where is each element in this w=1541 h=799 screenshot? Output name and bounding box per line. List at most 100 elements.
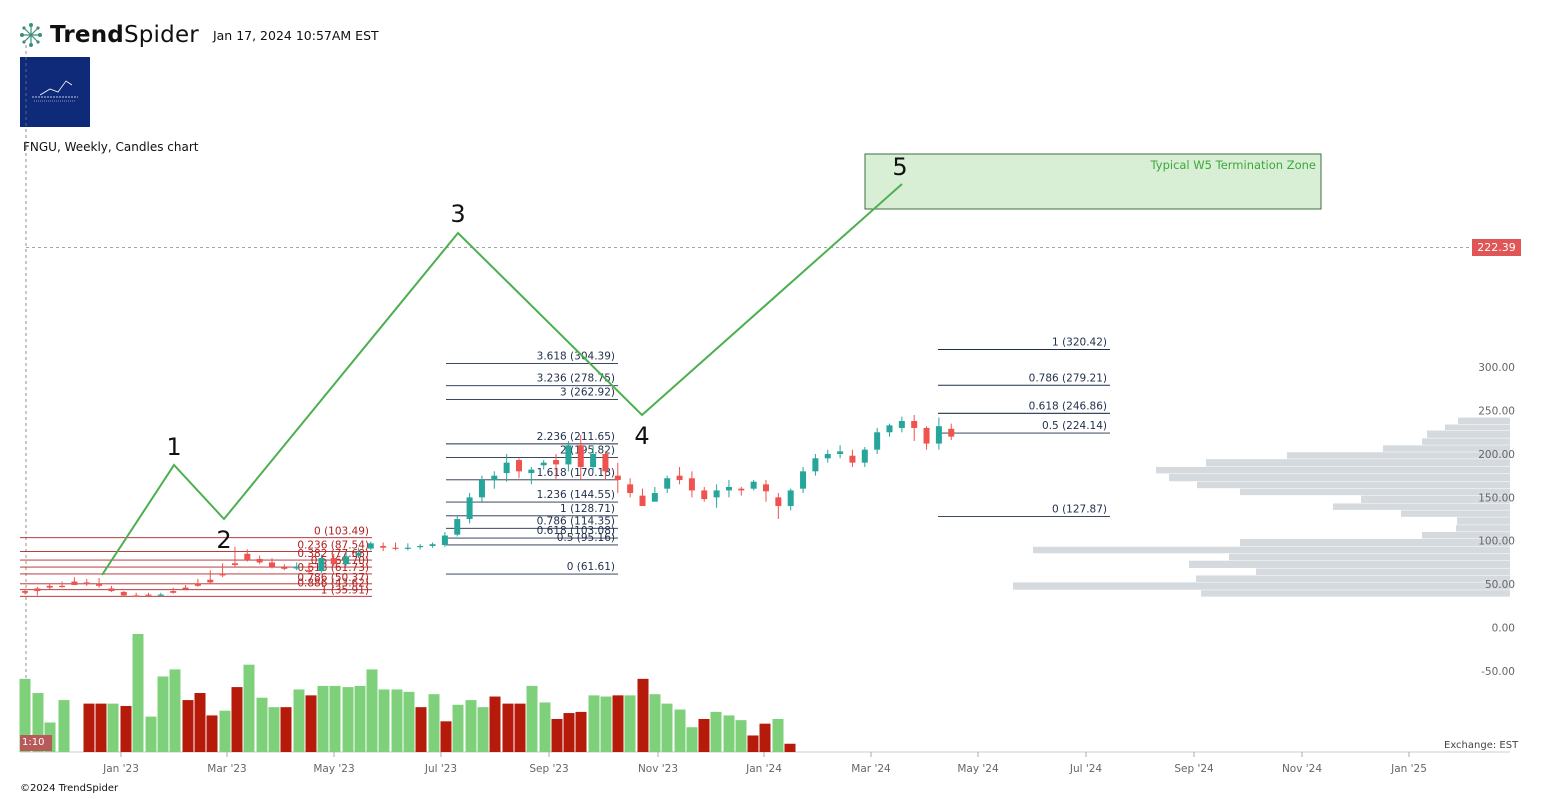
volume-bar [280,707,292,752]
fib-red-label: 0.886 (43.62) [297,578,369,590]
candle-body [948,428,955,437]
candle-body [170,591,177,593]
volume-bar [502,703,514,752]
volume-profile-bar [1333,503,1510,510]
volume-profile-bar [1156,466,1510,474]
candle-body [478,480,485,498]
candle-body [120,591,127,596]
volume-profile-bar [1401,510,1510,517]
candle-body [293,566,300,569]
candle-body [343,556,350,565]
fib-target-label: 0.618 (246.86) [1029,400,1107,412]
volume-bar [428,694,440,752]
volume-bar [243,664,255,752]
candle-body [194,583,201,586]
volume-profile-bar [1240,539,1510,547]
volume-bar [674,709,686,752]
candle-body [911,421,918,428]
wave-label-5: 5 [892,153,907,181]
candle-body [466,497,473,520]
volume-profile-bar [1422,438,1510,445]
volume-bar [600,696,612,752]
y-tick-label: 200.00 [1478,449,1515,461]
fib-extension-label: 3.236 (278.75) [537,373,615,385]
volume-bar [329,685,341,752]
x-tick-label: Jul '23 [424,763,457,775]
volume-bar [465,700,477,752]
x-tick-label: Sep '24 [1174,763,1214,775]
volume-bar [391,689,403,752]
x-tick-label: Mar '24 [851,763,891,775]
x-tick-label: Mar '23 [207,763,246,775]
wave-label-3: 3 [450,200,465,228]
candle-body [849,455,856,463]
fib-extension-label: 0 (61.61) [567,561,615,573]
x-tick-label: Nov '23 [638,763,678,775]
candle-body [713,490,720,498]
volume-profile-bar [1240,488,1510,496]
volume-bar [157,676,169,752]
volume-bar [95,703,107,752]
fib-target-label: 0 (127.87) [1052,504,1107,516]
x-tick-label: Sep '23 [529,763,568,775]
candle-body [874,432,881,450]
candle-body [775,497,782,507]
candle-body [133,595,140,597]
candle-body [256,558,263,563]
volume-bar [145,716,157,752]
candle-body [812,458,819,472]
volume-bar [624,695,636,752]
candle-body [380,545,387,548]
candle-body [664,478,671,489]
volume-bar [194,693,206,752]
candle-body [392,547,399,549]
volume-bar [637,678,649,752]
elliott-wave-path [101,183,903,576]
brand-name: TrendSpider [50,22,199,48]
volume-bar [514,703,526,752]
candle-body [207,579,214,583]
volume-profile-bar [1383,445,1510,452]
candle-body [306,570,313,572]
candle-body [614,475,621,481]
fib-extension-label: 1.236 (144.55) [537,489,615,501]
volume-bar [784,743,796,752]
candle-body [454,519,461,535]
fib-extension-label: 0.5 (95.16) [557,532,615,544]
candle-body [318,558,325,572]
timestamp: Jan 17, 2024 10:57AM EST [212,27,379,43]
candle-body [800,471,807,489]
candle-body [923,427,930,444]
volume-profile-bar [1189,560,1510,569]
fib-extension-label: 2 (195.82) [560,445,615,457]
candle-body [491,475,498,481]
candle-body [145,594,152,596]
candle-body [701,490,708,500]
volume-profile-bar [1458,417,1510,424]
volume-profile-bar [1456,525,1510,532]
volume-profile-bar [1013,582,1510,590]
volume-bar [219,710,231,752]
volume-profile-bar [1206,459,1510,467]
wave-label-2: 2 [216,526,231,554]
candle-body [355,552,362,556]
candle-body [886,425,893,433]
volume-profile-bar [1256,568,1510,575]
candle-body [540,462,547,466]
volume-bar [305,695,317,752]
candle-body [651,493,658,502]
fib-red-label: 0.382 (77.68) [297,548,369,560]
candle-body [565,445,572,465]
wave-label-4: 4 [634,422,649,450]
y-tick-label: 250.00 [1478,406,1515,418]
header: TrendSpider Jan 17, 2024 10:57AM EST [18,20,379,50]
fib-extension-label: 3.618 (304.39) [537,350,615,362]
volume-bar [403,691,415,752]
candle-body [182,587,189,590]
volume-bar [342,687,354,752]
volume-bar [206,715,218,752]
trendspider-logo-icon [20,23,42,47]
volume-bar [317,685,329,752]
x-tick-label: May '23 [313,763,354,775]
